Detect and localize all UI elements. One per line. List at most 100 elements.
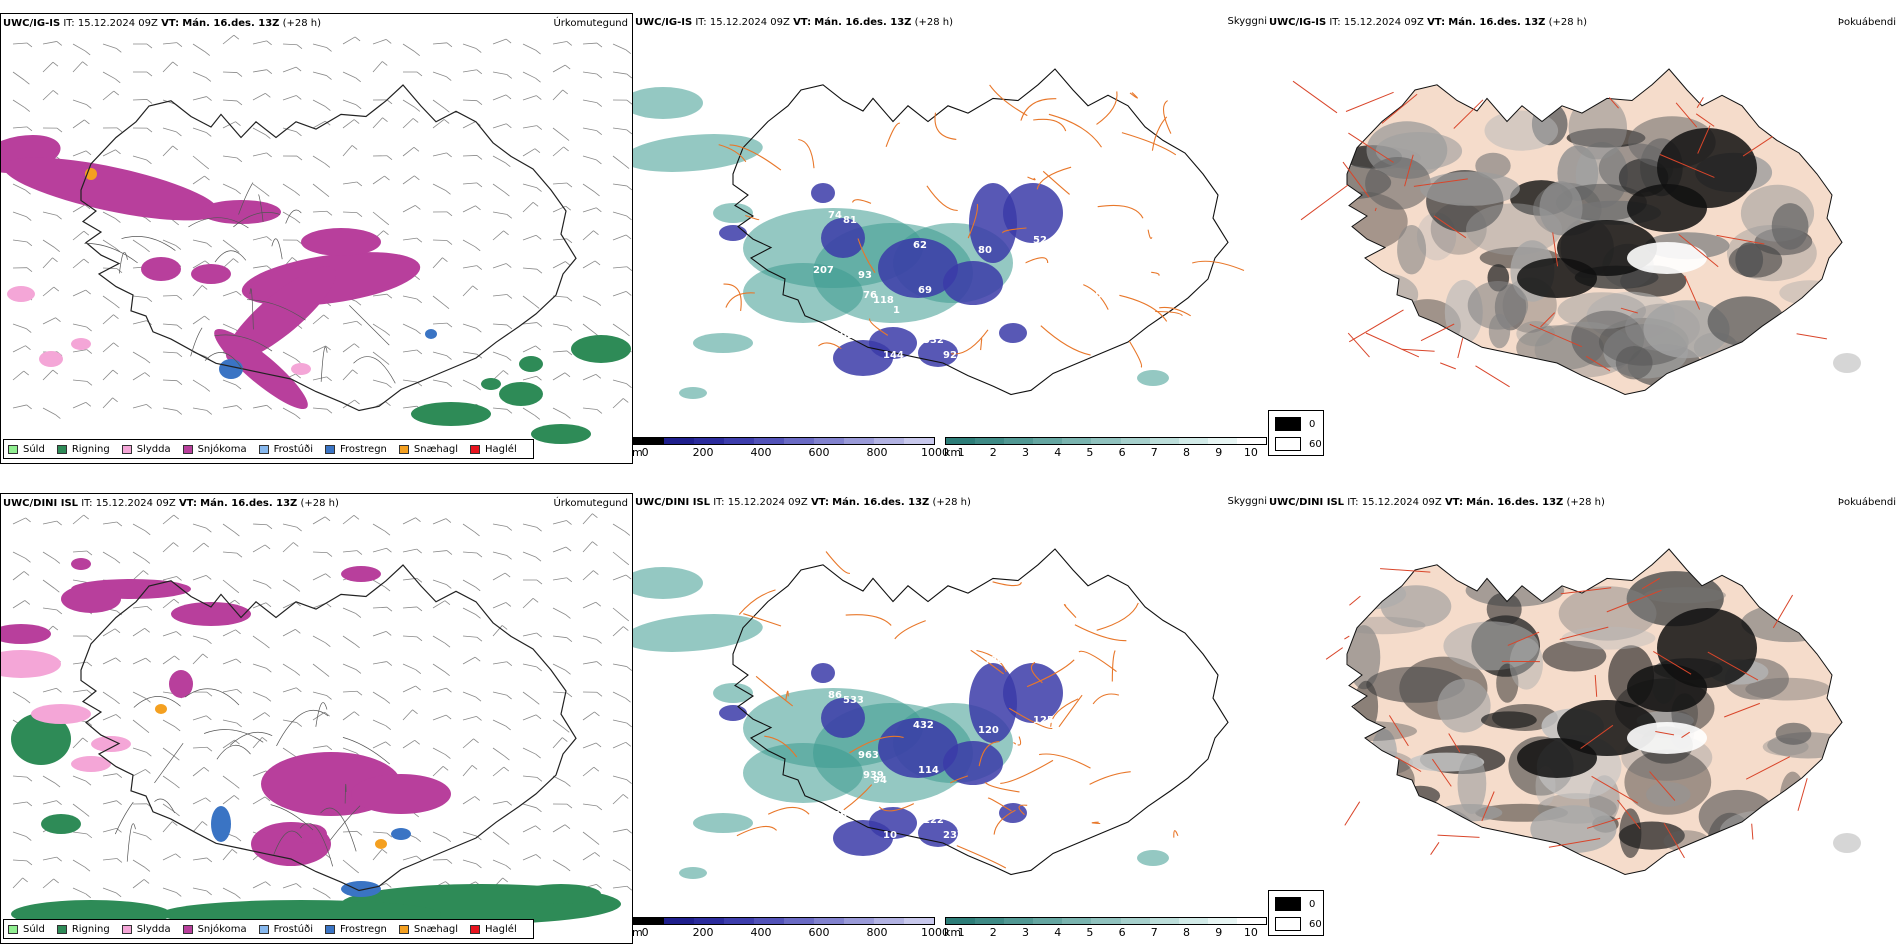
cloud-base-label: 69	[918, 285, 932, 296]
wind-barbs	[12, 34, 632, 420]
legend-item: Snjókoma	[182, 924, 247, 935]
legend-swatch	[121, 924, 132, 934]
colorbar-cell	[724, 438, 754, 444]
legend-item: Frostúði	[258, 444, 313, 455]
cloud-base-label: 120	[1053, 800, 1074, 811]
fog-legend: 0 60	[1268, 410, 1324, 456]
legend-label: Súld	[23, 923, 45, 935]
iceland-coastline	[1346, 548, 1843, 876]
cloud-base-label: 22	[963, 325, 977, 336]
colorbar-cell	[1091, 438, 1121, 444]
cloud-base-label: 149	[1013, 740, 1034, 751]
visibility-colorbar: km 1 2 3 4 5 6 7 8 9 10	[944, 437, 1267, 459]
colorbar-cell	[814, 918, 844, 924]
fog-label-low: 60	[1309, 438, 1322, 450]
cloud-base-label: 10	[883, 830, 897, 841]
iceland-coastline	[1346, 68, 1843, 396]
legend-label: Súld	[23, 443, 45, 455]
colorbar-ticks: km 1 2 3 4 5 6 7 8 9 10	[944, 445, 1267, 459]
cloud-base-areas	[719, 183, 1063, 376]
fog-indicator-field	[1347, 95, 1842, 387]
legend-item: Frostúði	[258, 924, 313, 935]
fog-swatch-high	[1275, 417, 1301, 431]
colorbar-cell	[694, 918, 724, 924]
cloud-base-label: 1	[893, 305, 900, 316]
cloud-base-label: 96	[933, 185, 947, 196]
colorbar-tick: 200	[692, 446, 714, 459]
precip-legend: Súld Rigning Slydda Snjókoma Frostúði Frostre…	[3, 919, 534, 939]
cloud-base-label: 61	[1053, 320, 1067, 331]
colorbar-cell	[1033, 438, 1063, 444]
legend-swatch	[182, 924, 193, 934]
colorbar-cell	[784, 918, 814, 924]
cloud-visibility-panel-row1: UWC/IG-IS IT: 15.12.2024 09Z VT: Mán. 16…	[633, 13, 1267, 464]
legend-item: Haglél	[470, 444, 517, 455]
colorbar-tick: 7	[1150, 926, 1158, 939]
snow-areas	[1, 558, 451, 897]
cloud-base-colorbar: m 0 200 400 600 800 1000	[633, 917, 949, 939]
cloud-base-label: 80	[978, 245, 992, 256]
colorbar-tick: 600	[808, 926, 830, 939]
colorbar-tick: 4	[1054, 446, 1062, 459]
colorbar-unit: m	[633, 926, 643, 939]
panel-header: UWC/IG-IS IT: 15.12.2024 09Z VT: Mán. 16…	[1269, 17, 1588, 28]
colorbar-tick: 2	[989, 926, 997, 939]
colorbar-tick: 10	[1243, 446, 1258, 459]
colorbar-cell	[874, 918, 904, 924]
cloud-base-label: 13	[1088, 770, 1102, 781]
colorbar-cell	[754, 438, 784, 444]
colorbar-ticks: m 0 200 400 600 800 1000	[633, 925, 949, 939]
cloud-base-label: 192	[1043, 305, 1064, 316]
cloud-base-label: 76	[1013, 260, 1027, 271]
colorbar-cell	[1004, 918, 1034, 924]
colorbar-cell	[1062, 918, 1092, 924]
panel-title: Skyggni	[1227, 496, 1267, 507]
colorbar-tick: 3	[1022, 926, 1029, 939]
rain-areas	[411, 335, 631, 444]
colorbar-tick: 9	[1215, 926, 1223, 939]
cloud-base-label: 120	[978, 725, 999, 736]
fog-map	[1325, 548, 1861, 876]
colorbar-tick: 5	[1086, 926, 1094, 939]
colorbar-cell	[664, 438, 694, 444]
cloud-base-label: 51	[958, 820, 972, 831]
legend-label: Snjókoma	[197, 443, 247, 455]
fog-indicator-panel-row2: UWC/DINI ISL IT: 15.12.2024 09Z VT: Mán.…	[1267, 493, 1900, 944]
cloud-base-label: 122	[923, 815, 944, 826]
colorbar-tick: 200	[692, 926, 714, 939]
cloud-base-label: 52	[1033, 235, 1047, 246]
colorbar-tick: 3	[1022, 446, 1029, 459]
colorbar-tick: 8	[1183, 446, 1190, 459]
legend-label: Haglél	[485, 443, 517, 455]
colorbar-cell	[1207, 918, 1237, 924]
cloud-base-label: 66	[833, 810, 847, 821]
cloud-base-label: 62	[913, 240, 927, 251]
cloud-base-label: 144	[883, 350, 904, 361]
colorbar-tick: 1	[957, 446, 965, 459]
panel-header: UWC/DINI ISL IT: 15.12.2024 09Z VT: Mán.…	[3, 498, 339, 509]
fog-label-low: 60	[1309, 918, 1322, 930]
legend-label: Snæhagl	[413, 443, 459, 455]
cloud-base-label: 102	[833, 330, 854, 341]
colorbar-cell	[975, 918, 1005, 924]
legend-swatch	[398, 444, 409, 454]
colorbar-cell	[1178, 438, 1208, 444]
legend-label: Frostregn	[340, 923, 387, 935]
legend-swatch	[470, 444, 481, 454]
colorbar-tick: 10	[1243, 926, 1258, 939]
colorbar-tick: 600	[808, 446, 830, 459]
cloud-base-label: 125	[1033, 715, 1054, 726]
legend-label: Rigning	[71, 923, 110, 935]
colorbar-cell	[814, 438, 844, 444]
cloud-base-label: 88	[1018, 265, 1032, 276]
iceland-coastline	[732, 548, 1229, 876]
fog-label-high: 0	[1309, 418, 1316, 430]
legend-item: Slydda	[121, 924, 171, 935]
colorbar-cell	[634, 918, 664, 924]
colorbar-cell	[694, 438, 724, 444]
colorbar-cell	[904, 438, 934, 444]
legend-item: Snjókoma	[182, 443, 247, 455]
cloud-base-label: 73	[963, 805, 977, 816]
colorbar-cells	[633, 437, 935, 445]
